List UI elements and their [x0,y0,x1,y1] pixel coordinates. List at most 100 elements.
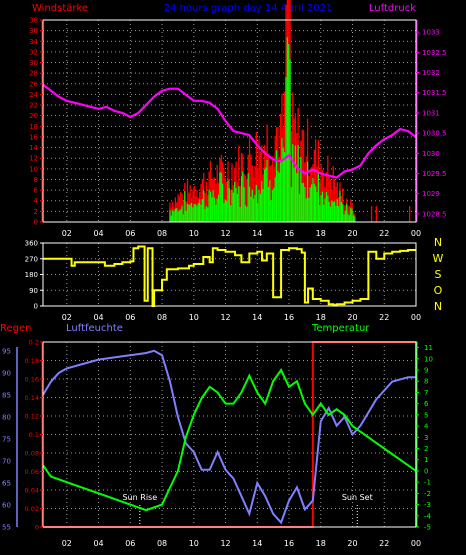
rain-tick-label: 0.12 [25,413,39,421]
rain-tick-label: 0.08 [25,450,39,458]
x-tick-label: 02 [62,229,72,238]
wind-tick-label: 24 [29,91,38,99]
wind-tick-label: 10 [29,165,38,173]
wind-tick-label: 8 [34,176,38,184]
x-tick-label: 10 [189,539,199,548]
wind-tick-label: 6 [34,187,39,195]
temperature-tick-label: 8 [424,378,428,386]
direction-tick-label: 0 [34,303,38,311]
sunset-label: Sun Set [342,493,373,502]
pressure-tick-label: 1032 [422,69,440,77]
mid-time-axis: 02 04 06 08 10 12 14 16 18 20 22 00 [62,313,421,322]
rain-title: Regen [0,323,32,334]
humidity-axis: 55 60 65 70 75 80 85 90 95 [2,347,18,532]
wind-tick-label: 12 [29,155,38,163]
bottom-time-axis: 02 04 06 08 10 12 14 16 18 20 22 00 [62,539,421,548]
x-tick-label: 12 [220,313,230,322]
compass-label: S [435,268,442,281]
temperature-tick-label: 1 [424,456,428,464]
x-tick-label: 22 [379,539,389,548]
wind-tick-label: 34 [29,38,38,46]
temperature-tick-label: -3 [424,501,431,509]
temperature-tick-label: 0 [424,467,428,475]
x-tick-label: 04 [93,539,103,548]
wind-direction-line [43,245,416,307]
temperature-title: Temperatur [311,323,370,334]
compass-label: W [433,252,444,265]
top-frame [42,19,417,223]
rain-tick-label: 0.1 [29,431,39,439]
humidity-tick-label: 90 [2,369,11,377]
wind-tick-label: 30 [29,59,38,67]
temperature-axis: -5 -4 -3 -2 -1 0 1 2 3 4 5 6 7 8 9 10 11 [416,342,433,532]
wind-tick-label: 0 [34,219,38,227]
direction-tick-label: 90 [29,287,38,295]
humidity-tick-label: 95 [2,347,11,355]
humidity-tick-label: 75 [2,435,11,443]
pressure-tick-label: 1032.5 [422,49,447,57]
pressure-tick-label: 1029 [422,190,440,198]
wind-title: Windstärke [32,3,88,14]
x-tick-label: 22 [379,229,389,238]
x-tick-label: 06 [125,539,135,548]
direction-tick-label: 360 [25,240,38,248]
x-tick-label: 20 [347,539,357,548]
wind-tick-label: 36 [29,27,38,35]
humidity-line [42,349,416,525]
x-tick-label: 20 [347,229,357,238]
humidity-tick-label: 85 [2,391,11,399]
x-tick-label: 06 [125,229,135,238]
humidity-title: Luftfeuchte [66,323,123,334]
wind-tick-label: 20 [29,112,38,120]
x-tick-label: 00 [411,539,421,548]
wind-tick-label: 32 [29,48,38,56]
rain-tick-label: 0.06 [25,468,39,476]
rain-tick-label: 0.04 [25,487,39,495]
rain-axis: 0 0.02 0.04 0.06 0.08 0.1 0.12 0.14 0.16 0.18 0.2 [25,339,43,532]
wind-tick-label: 38 [29,17,38,25]
humidity-tick-label: 80 [2,413,11,421]
wind-tick-label: 2 [34,208,38,216]
temperature-tick-label: 4 [424,423,429,431]
temperature-tick-label: 5 [424,411,428,419]
pressure-tick-label: 1029.5 [422,170,447,178]
x-tick-label: 10 [189,229,199,238]
direction-tick-label: 180 [25,271,38,279]
top-time-axis: 02 04 06 08 10 12 14 16 18 20 22 00 [62,229,421,238]
wind-tick-label: 26 [29,80,38,88]
temperature-tick-label: 11 [424,344,433,352]
rain-tick-label: 0.2 [29,339,39,347]
pressure-line [42,83,417,179]
temperature-tick-label: -4 [424,512,432,520]
x-tick-label: 02 [62,313,72,322]
x-tick-label: 16 [284,313,294,322]
direction-axis: 0 90 180 270 360 [25,240,43,311]
x-tick-label: 18 [316,313,326,322]
x-tick-label: 12 [220,539,230,548]
x-tick-label: 16 [284,539,294,548]
pressure-tick-label: 1031 [422,109,440,117]
rain-tick-label: 0 [35,524,39,532]
rain-tick-label: 0.02 [25,505,39,513]
direction-tick-label: 270 [25,255,38,263]
x-tick-label: 14 [252,539,262,548]
wind-tick-label: 16 [29,133,38,141]
temperature-tick-label: 3 [424,434,428,442]
pressure-tick-label: 1030 [422,150,440,158]
wind-tick-label: 22 [29,102,38,110]
x-tick-label: 08 [157,539,167,548]
pressure-axis: 1028.5 1029 1029.5 1030 1030.5 1031 1031.5 1032… [416,20,447,222]
temperature-line [42,368,417,512]
x-tick-label: 14 [252,313,262,322]
temperature-tick-label: 9 [424,367,428,375]
humidity-tick-label: 55 [2,524,11,532]
temperature-tick-label: 10 [424,355,433,363]
x-tick-label: 06 [125,313,135,322]
temperature-tick-label: 6 [424,400,429,408]
humidity-tick-label: 70 [2,457,11,465]
temperature-tick-label: -5 [424,524,431,532]
x-tick-label: 04 [93,313,103,322]
pressure-tick-label: 1030.5 [422,130,447,138]
temperature-tick-label: -1 [424,479,431,487]
